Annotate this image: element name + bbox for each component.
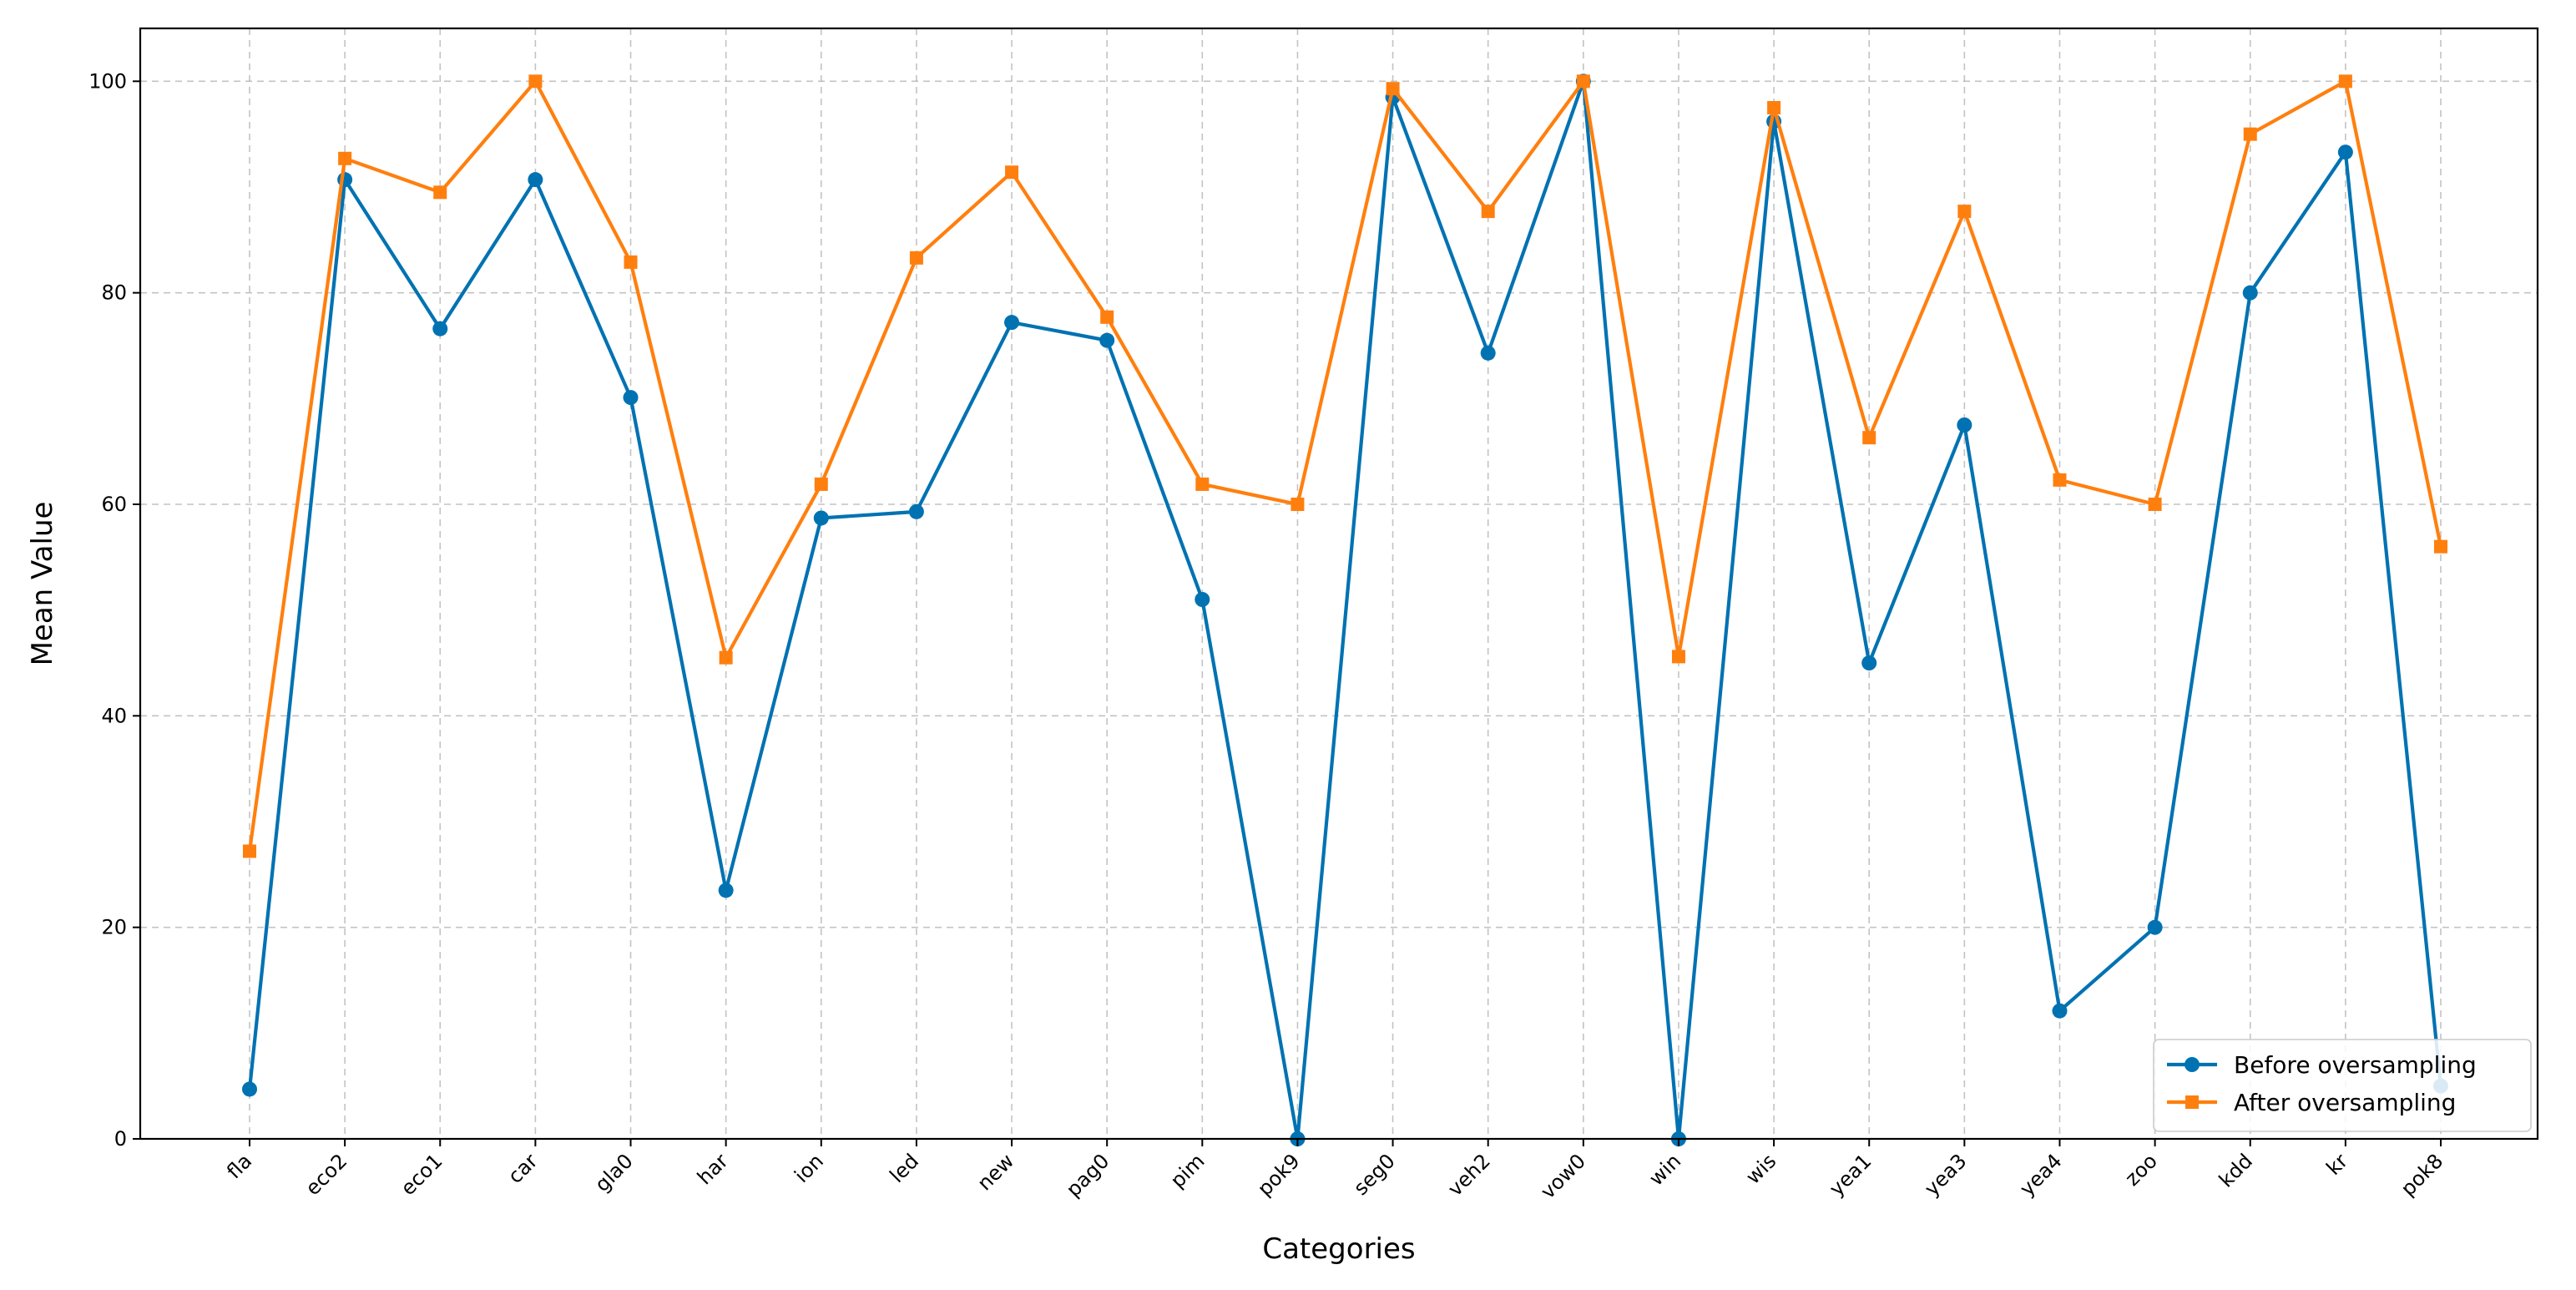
data-point [908, 503, 924, 519]
x-tick-label-wis: wis [1741, 1149, 1780, 1188]
series-layer [242, 73, 2448, 1146]
legend-marker [2185, 1057, 2200, 1072]
data-point [2052, 1003, 2068, 1019]
x-tick-label-fla: fla [222, 1149, 256, 1183]
legend-label: Before oversampling [2234, 1051, 2477, 1079]
data-point [1957, 417, 1972, 433]
series-line [247, 79, 2443, 852]
data-point [1481, 205, 1495, 219]
x-tick-label-pim: pim [1166, 1149, 1210, 1192]
y-tick-label: 60 [101, 493, 127, 516]
data-point [2242, 285, 2258, 301]
x-tick-label-pag0: pag0 [1062, 1149, 1114, 1201]
x-axis: fla eco2 eco1 car gla0 har ion led new pag0 pim pok… [222, 1139, 2447, 1203]
data-point [2148, 498, 2162, 511]
x-tick-label-yea3: yea3 [1920, 1149, 1971, 1200]
data-point [1100, 310, 1114, 324]
plot-area-frame [139, 27, 2539, 1141]
x-tick-label-kr: kr [2322, 1149, 2353, 1180]
data-point [1195, 477, 1210, 491]
y-tick-label: 40 [101, 704, 127, 727]
legend: Before oversampling After oversampling [2153, 1039, 2532, 1132]
legend-marker [2185, 1095, 2199, 1109]
data-point [1004, 315, 1020, 331]
x-tick-label-yea4: yea4 [2015, 1149, 2066, 1200]
legend-item-0: Before oversampling [2167, 1051, 2477, 1079]
data-point [1291, 498, 1305, 511]
x-tick-label-led: led [885, 1149, 923, 1187]
x-tick-label-veh2: veh2 [1443, 1149, 1495, 1201]
data-point [338, 151, 352, 165]
data-point [718, 883, 734, 898]
legend-label: After oversampling [2234, 1089, 2456, 1116]
data-point [1005, 165, 1019, 180]
legend-item-1: After oversampling [2167, 1089, 2456, 1116]
series-1 [243, 74, 2447, 858]
data-point [243, 844, 256, 858]
y-tick-label: 100 [88, 69, 127, 93]
data-point [1099, 332, 1115, 348]
data-point [242, 1081, 257, 1097]
x-tick-label-eco1: eco1 [397, 1149, 447, 1200]
data-point [433, 185, 447, 200]
grid-lines [140, 28, 2538, 1140]
y-tick-label: 20 [101, 916, 127, 939]
data-point [528, 172, 543, 188]
y-axis: 0 20 40 60 80 100 [88, 69, 140, 1151]
x-tick-label-vow0: vow0 [1536, 1149, 1590, 1203]
data-point [813, 510, 829, 526]
data-point [1386, 82, 1400, 96]
x-tick-label-pok8: pok8 [2397, 1149, 2448, 1201]
data-point [1861, 655, 1877, 670]
data-point [528, 74, 543, 89]
x-tick-label-ion: ion [790, 1149, 828, 1187]
x-tick-label-zoo: zoo [2120, 1149, 2161, 1190]
data-point [623, 390, 639, 406]
data-point [2338, 74, 2352, 89]
data-point [1576, 74, 1590, 89]
x-tick-label-gla0: gla0 [590, 1149, 637, 1196]
x-axis-label: Categories [1262, 1232, 1415, 1266]
x-tick-label-kdd: kdd [2215, 1149, 2257, 1191]
data-point [1957, 205, 1972, 219]
y-tick-label: 80 [101, 281, 127, 305]
data-point [814, 477, 828, 491]
data-point [624, 255, 638, 269]
x-tick-label-eco2: eco2 [301, 1149, 352, 1200]
x-tick-label-har: har [693, 1149, 733, 1189]
data-point [2053, 473, 2067, 487]
data-point [1767, 101, 1781, 114]
x-tick-label-seg0: seg0 [1349, 1149, 1400, 1200]
data-point [2337, 144, 2353, 160]
data-point [1862, 431, 1876, 445]
data-point [2434, 539, 2447, 554]
data-point [2243, 127, 2257, 141]
series-line [247, 79, 2443, 1141]
x-tick-label-new: new [972, 1149, 1018, 1195]
y-tick-label: 0 [114, 1127, 127, 1151]
legend-box [2153, 1039, 2532, 1132]
data-point [719, 650, 733, 665]
series-0 [242, 73, 2448, 1146]
data-point [1671, 650, 1685, 664]
data-point [432, 321, 448, 336]
x-tick-label-yea1: yea1 [1825, 1149, 1876, 1200]
y-axis-label: Mean Value [26, 502, 59, 666]
x-tick-label-car: car [503, 1149, 543, 1188]
x-tick-label-pok9: pok9 [1253, 1149, 1305, 1201]
data-point [1195, 592, 1210, 607]
data-point [1480, 345, 1496, 361]
data-point [909, 250, 923, 265]
data-point [2147, 919, 2163, 935]
x-tick-label-win: win [1644, 1149, 1685, 1190]
